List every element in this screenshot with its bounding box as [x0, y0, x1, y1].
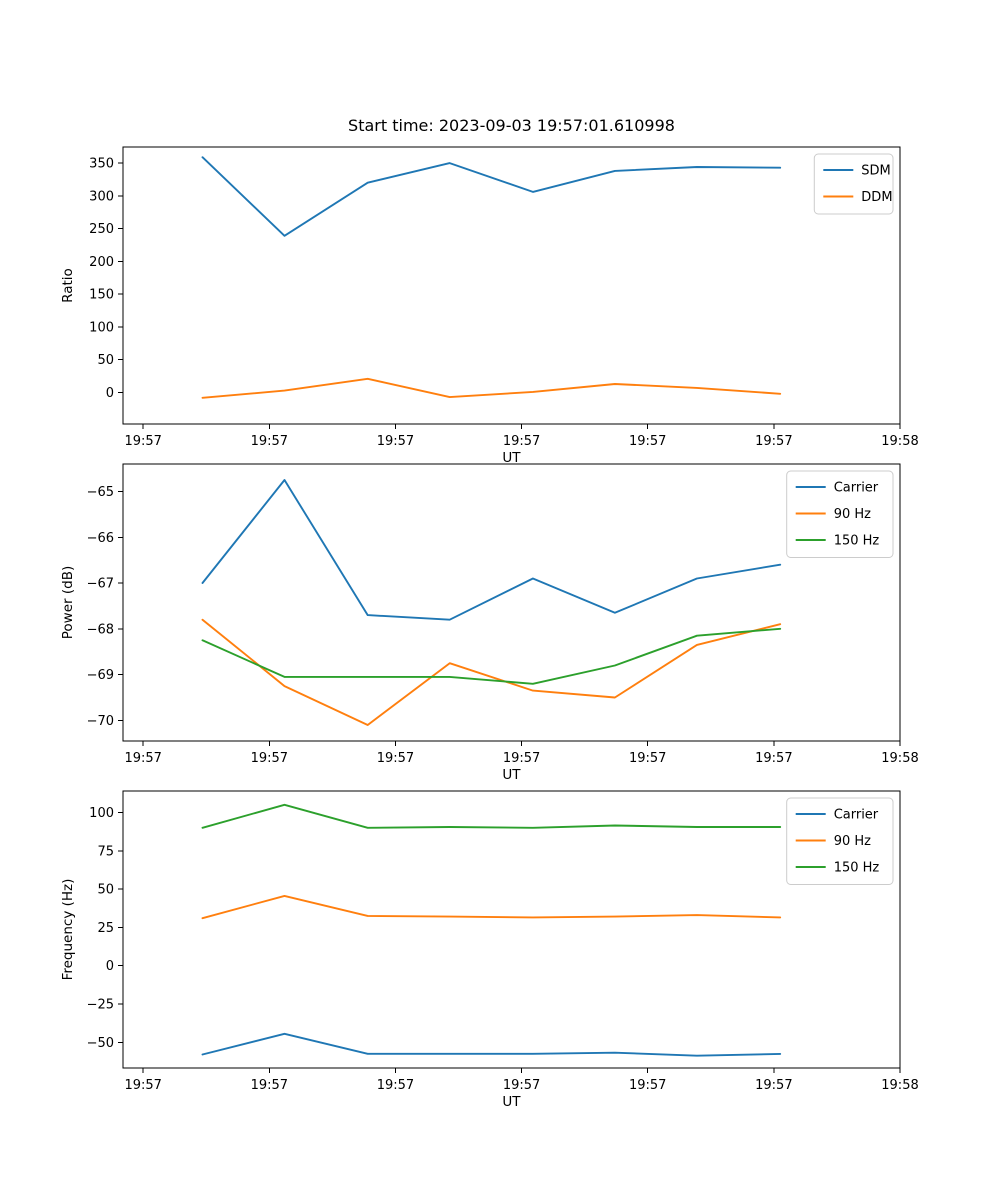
x-tick-label: 19:57 [503, 1078, 540, 1093]
axes-box [122, 463, 901, 742]
legend: Carrier 90 Hz 150 Hz [786, 797, 894, 885]
legend-label-90-hz: 90 Hz [834, 507, 871, 522]
x-tick-label: 19:58 [881, 1078, 918, 1093]
y-tick-label: −69 [87, 668, 114, 683]
legend-label-carrier: Carrier [834, 808, 879, 823]
axes-box [122, 790, 901, 1069]
legend-label-ddm: DDM [861, 190, 892, 205]
frequency-subplot: 100 75 50 25 0 −25 −50 19:57 19:57 19:57 19:57 19:5… [60, 790, 919, 1110]
x-tick-label: 19:57 [251, 434, 288, 449]
y-tick-label: 50 [97, 883, 114, 898]
x-axis-label: UT [502, 767, 521, 783]
y-tick-label: 25 [97, 921, 114, 936]
series-line-90-hz [201, 618, 782, 726]
series-line-ddm [201, 377, 782, 399]
series-line-90-hz [201, 894, 782, 920]
legend: Carrier 90 Hz 150 Hz [786, 470, 894, 558]
y-axis-label: Frequency (Hz) [60, 879, 76, 981]
x-tick-label: 19:57 [503, 434, 540, 449]
y-tick-label: 0 [106, 959, 114, 974]
x-tick-label: 19:57 [377, 1078, 414, 1093]
x-tick-label: 19:57 [124, 751, 161, 766]
x-tick-label: 19:57 [755, 1078, 792, 1093]
y-tick-label: 0 [106, 386, 114, 401]
x-tick-label: 19:57 [251, 1078, 288, 1093]
x-axis-label: UT [502, 1094, 521, 1110]
x-tick-label: 19:57 [755, 751, 792, 766]
y-tick-label: −70 [87, 714, 114, 729]
legend-label-150-hz: 150 Hz [834, 534, 880, 549]
x-axis-label: UT [502, 450, 521, 466]
series-line-carrier [201, 479, 782, 621]
series-line-carrier [201, 1032, 782, 1057]
x-tick-label: 19:57 [124, 434, 161, 449]
power-subplot: −65 −66 −67 −68 −69 −70 19:57 19:57 19:57 19:57 19… [60, 463, 919, 783]
legend-label-150-hz: 150 Hz [834, 861, 880, 876]
y-tick-label: −25 [87, 997, 114, 1012]
y-axis-label: Power (dB) [60, 566, 76, 639]
y-tick-label: 50 [97, 353, 114, 368]
y-tick-label: 150 [89, 288, 114, 303]
y-tick-label: 300 [89, 189, 114, 204]
y-tick-label: 250 [89, 222, 114, 237]
series-line-sdm [201, 156, 782, 237]
x-tick-label: 19:57 [629, 1078, 666, 1093]
y-tick-label: −67 [87, 577, 114, 592]
series-line-150-hz [201, 627, 782, 685]
y-tick-label: −68 [87, 622, 114, 637]
legend-label-sdm: SDM [861, 164, 890, 179]
axes-box [122, 146, 901, 425]
legend-label-90-hz: 90 Hz [834, 834, 871, 849]
x-tick-label: 19:57 [755, 434, 792, 449]
x-tick-label: 19:58 [881, 751, 918, 766]
y-axis-label: Ratio [60, 268, 76, 303]
x-tick-label: 19:57 [377, 751, 414, 766]
y-tick-label: 75 [97, 844, 114, 859]
y-tick-label: −65 [87, 485, 114, 500]
y-tick-label: 100 [89, 806, 114, 821]
legend-box [786, 797, 894, 885]
x-tick-label: 19:57 [251, 751, 288, 766]
y-tick-label: −66 [87, 531, 114, 546]
y-tick-label: −50 [87, 1036, 114, 1051]
ratio-subplot: 350 300 250 200 150 100 50 0 19:57 19:57 19:57 19:5… [60, 146, 919, 466]
x-tick-label: 19:57 [629, 751, 666, 766]
y-tick-label: 350 [89, 157, 114, 172]
x-tick-label: 19:57 [377, 434, 414, 449]
y-tick-label: 200 [89, 255, 114, 270]
series-line-150-hz [201, 803, 782, 829]
figure-title: Start time: 2023-09-03 19:57:01.610998 [348, 116, 675, 135]
legend-box [813, 153, 894, 215]
legend: SDM DDM [813, 153, 894, 215]
x-tick-label: 19:57 [629, 434, 666, 449]
x-tick-label: 19:57 [503, 751, 540, 766]
legend-label-carrier: Carrier [834, 481, 879, 496]
x-tick-label: 19:57 [124, 1078, 161, 1093]
y-tick-label: 100 [89, 320, 114, 335]
x-tick-label: 19:58 [881, 434, 918, 449]
legend-box [786, 470, 894, 558]
